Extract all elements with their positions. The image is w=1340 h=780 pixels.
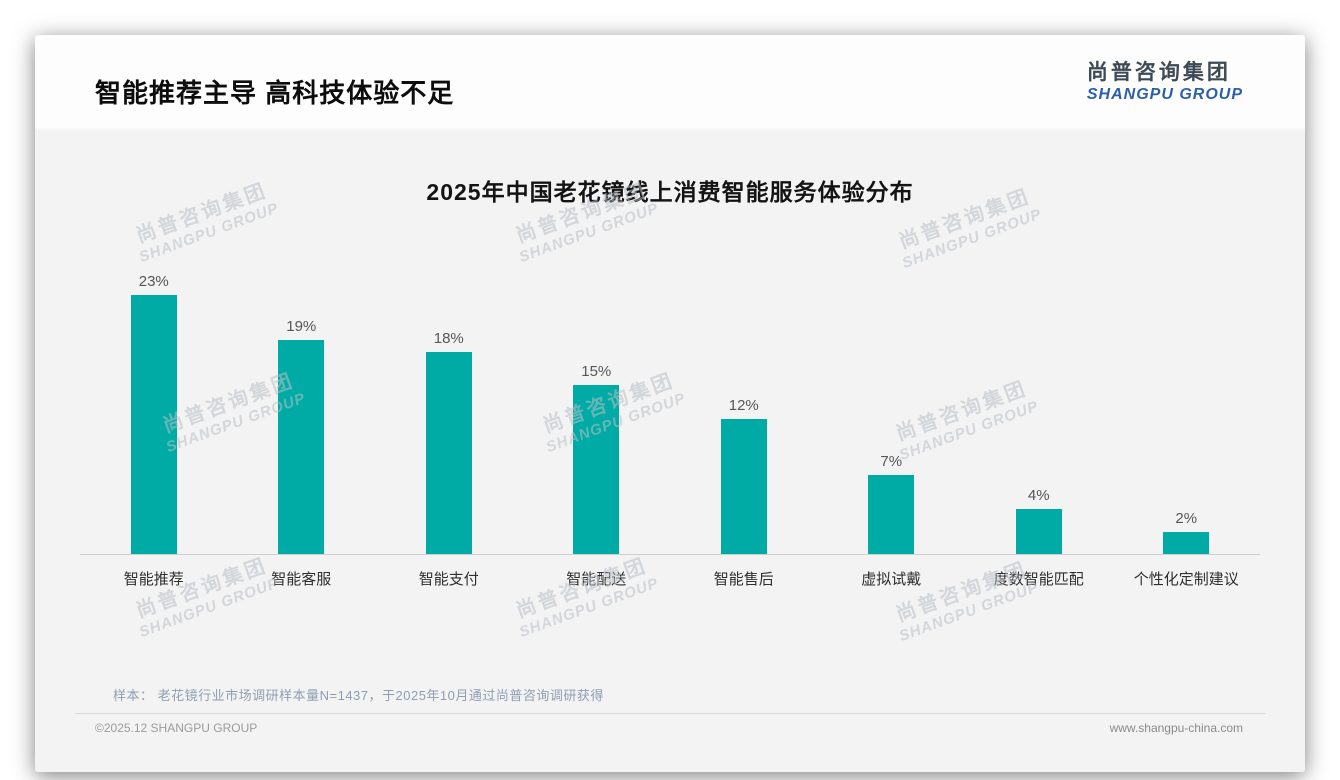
page-title: 智能推荐主导 高科技体验不足 [95,78,455,108]
watermark: 尚普咨询集团 SHANGPU GROUP [869,549,1062,653]
bar-column: 12% [670,397,818,554]
bar-column: 23% [80,273,228,554]
bar-value-label: 2% [1175,509,1198,527]
bar [1015,509,1062,554]
bar-category-label: 智能客服 [271,571,332,588]
bar-column: 15% [523,363,671,554]
bar-column: 2% [1113,509,1261,554]
bar [868,475,915,554]
watermark: 尚普咨询集团 SHANGPU GROUP [109,545,302,649]
bar-column: 7% [818,453,966,554]
slide-card: 智能推荐主导 高科技体验不足 尚普咨询集团 SHANGPU GROUP 2025… [35,35,1305,772]
bar-category-label: 个性化定制建议 [1133,571,1239,588]
bar-category-label: 智能配送 [566,571,627,588]
bar [425,351,472,554]
bar-value-label: 19% [286,318,317,336]
bar-value-label: 15% [581,363,612,381]
footer-website: www.shangpu-china.com [1109,721,1243,735]
bar-value-label: 7% [880,453,903,471]
bar-value-label: 12% [728,397,759,414]
source-note: 样本： 老花镜行业市场调研样本量N=1437，于2025年10月通过尚普咨询调研… [113,688,604,703]
company-logo: 尚普咨询集团 SHANGPU GROUP [1087,61,1243,104]
bar-value-label: 23% [138,273,169,291]
chart-title: 2025年中国老花镜线上消费智能服务体验分布 [426,179,914,205]
bar [573,385,620,554]
bar [278,340,325,554]
bar [720,419,767,554]
logo-chinese-text: 尚普咨询集团 [1086,61,1231,84]
footer-copyright: ©2025.12 SHANGPU GROUP [95,721,258,735]
bar-category-label: 智能推荐 [123,571,184,588]
bar-category-label: 智能支付 [418,571,479,588]
bar [130,295,177,554]
bar-category-label: 虚拟试戴 [861,571,922,588]
logo-english-text: SHANGPU GROUP [1086,86,1243,104]
footer-divider [75,713,1265,714]
x-axis-category-labels: 智能推荐 智能客服 智能支付 智能配送 智能售后 虚拟试戴 度数智能匹配 个性化定制建议 [80,568,1260,589]
watermark: 尚普咨询集团 SHANGPU GROUP [489,545,682,649]
bar-category-label: 度数智能匹配 [993,571,1084,588]
bar-column: 18% [375,329,523,554]
bar-category-label: 智能售后 [713,571,774,588]
watermark-chinese-text: 尚普咨询集团 [893,558,1031,627]
bar [1163,531,1210,554]
bar-value-label: 18% [433,329,464,347]
bar-column: 4% [965,487,1113,554]
bar-chart-plot-area: 23% 19% 18% 15% 12% 7% 4% 2% [80,244,1260,555]
bar-column: 19% [228,318,376,554]
bar-value-label: 4% [1027,487,1050,504]
